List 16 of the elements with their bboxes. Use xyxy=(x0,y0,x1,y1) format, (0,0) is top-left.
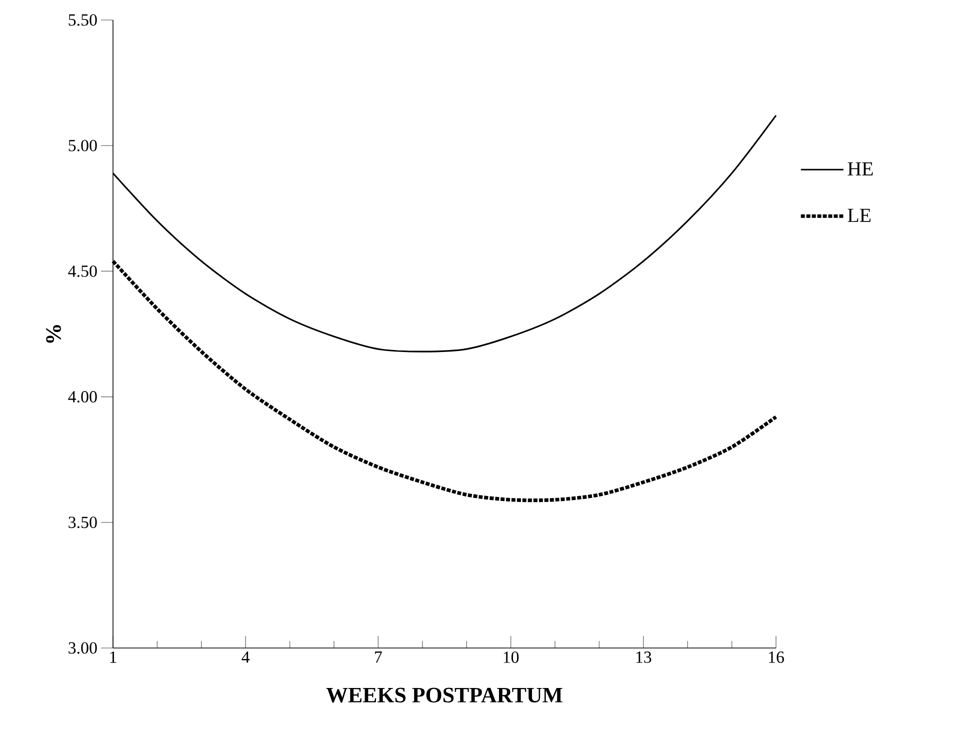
y-tick-label: 5.00 xyxy=(68,140,97,152)
y-axis-title: % xyxy=(46,325,61,343)
y-tick-label: 3.50 xyxy=(68,516,97,528)
x-tick-label: 1 xyxy=(110,652,116,663)
x-tick-label: 4 xyxy=(242,652,250,663)
x-tick-label: 16 xyxy=(769,652,784,663)
x-tick-label: 10 xyxy=(504,652,519,663)
y-tick-label: 4.50 xyxy=(68,265,97,277)
legend-label: LE xyxy=(848,208,871,222)
y-tick-label: 3.00 xyxy=(68,642,97,654)
x-tick-label: 7 xyxy=(375,652,382,663)
x-tick-label: 13 xyxy=(636,652,652,663)
y-tick-label: 5.50 xyxy=(68,14,97,26)
x-axis-title: WEEKS POSTPARTUM xyxy=(326,688,562,703)
legend-label: HE xyxy=(848,162,873,176)
y-tick-label: 4.00 xyxy=(68,391,97,403)
